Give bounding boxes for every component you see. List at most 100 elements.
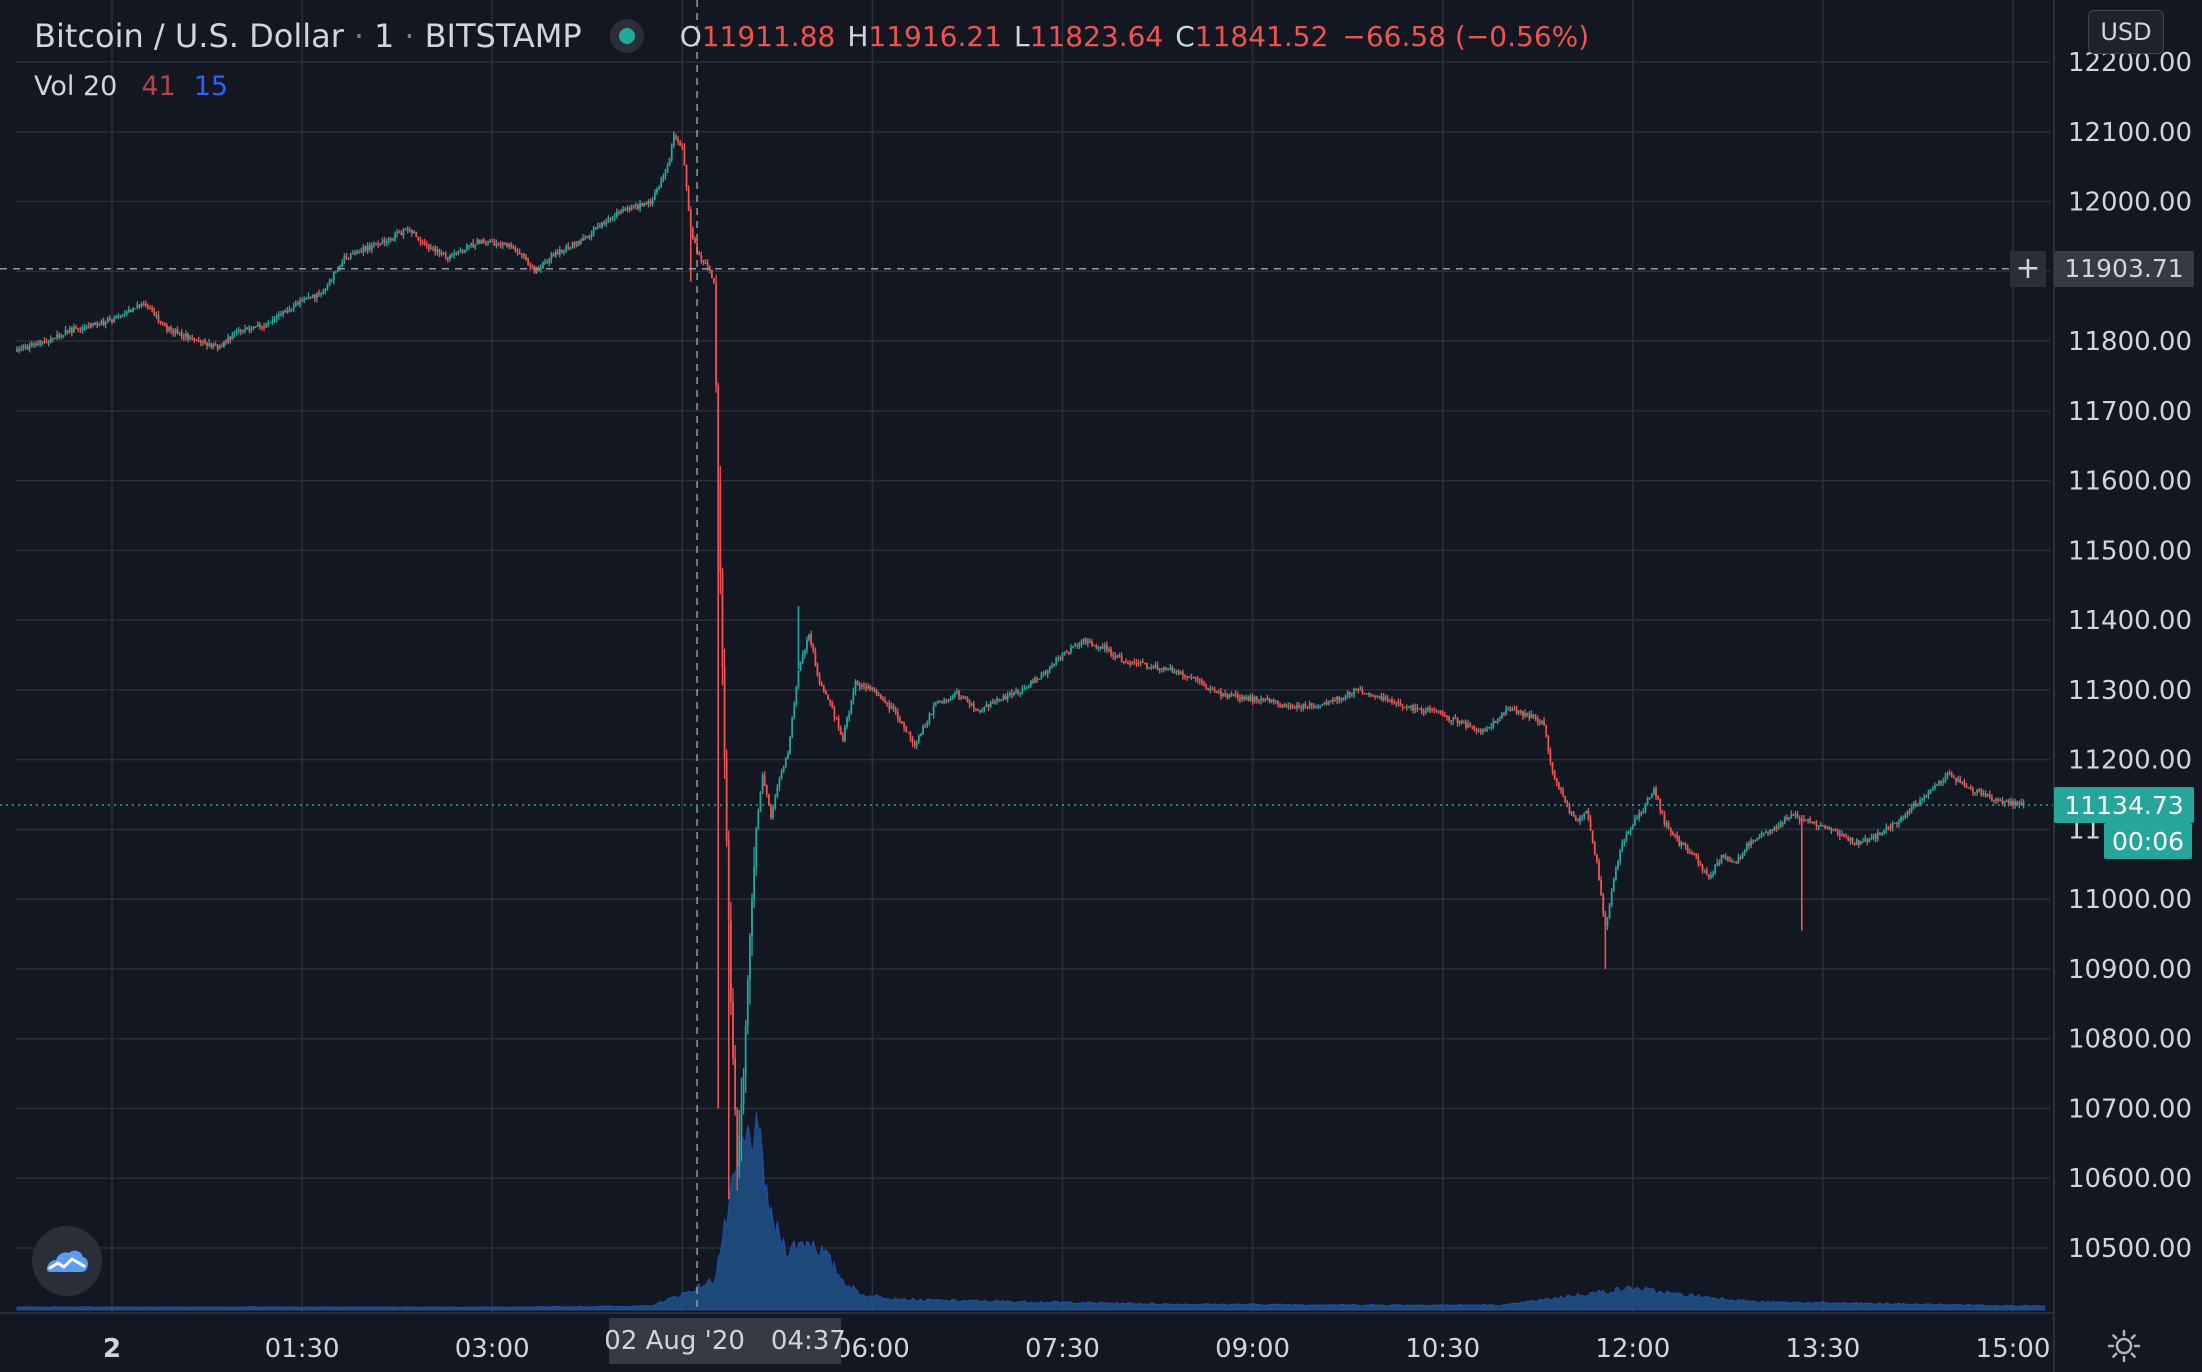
x-tick-label: 2 <box>103 1334 121 1364</box>
candle <box>478 239 481 245</box>
candle <box>476 237 479 245</box>
candle <box>1008 691 1011 698</box>
candle <box>710 269 713 279</box>
candle-body <box>1942 781 1945 783</box>
candle-body <box>1568 806 1571 813</box>
candle <box>415 231 418 238</box>
candle <box>1674 833 1676 839</box>
y-tick-label: 11300.00 <box>2068 676 2192 706</box>
candle <box>1522 710 1524 721</box>
symbol-legend[interactable]: Bitcoin / U.S. Dollar · 1 · BITSTAMP O 11… <box>34 12 1589 60</box>
y-tick-label: 11800.00 <box>2068 327 2192 357</box>
candle <box>1224 690 1227 697</box>
candle <box>810 630 813 648</box>
volume-value-b: 15 <box>193 70 229 102</box>
candle <box>1557 781 1560 791</box>
candle-body <box>1422 711 1425 713</box>
candle-body <box>1131 661 1134 664</box>
candle-body <box>1940 781 1943 783</box>
candle <box>850 699 853 715</box>
candle <box>1885 823 1888 834</box>
candle-body <box>1902 817 1905 819</box>
volume-legend[interactable]: Vol 20 41 15 <box>34 66 228 106</box>
candle <box>691 226 694 240</box>
candle-body <box>1152 667 1155 669</box>
candle-body <box>269 322 272 324</box>
candle-body <box>1585 810 1588 813</box>
candle-body <box>434 248 437 252</box>
candle <box>1898 818 1900 828</box>
exchange-label[interactable]: BITSTAMP <box>424 17 582 55</box>
candle <box>1334 697 1336 702</box>
interval-label[interactable]: 1 <box>374 17 395 55</box>
candle <box>1583 812 1586 821</box>
candle-body <box>930 714 933 716</box>
candle-body <box>1509 708 1512 711</box>
candle-body <box>702 260 705 263</box>
candle <box>748 933 751 1005</box>
candle <box>1465 719 1467 731</box>
candle <box>191 334 194 341</box>
tradingview-logo-icon[interactable] <box>32 1226 102 1296</box>
candle-body <box>1691 852 1693 854</box>
candle <box>144 300 147 308</box>
candle-body <box>299 300 301 305</box>
volume-label[interactable]: Vol 20 <box>34 70 118 102</box>
candle-body <box>1004 696 1007 700</box>
candle-body <box>482 239 485 243</box>
candle <box>472 238 475 248</box>
gear-icon[interactable] <box>2104 1326 2144 1366</box>
candle <box>1990 794 1993 802</box>
candle <box>328 278 331 287</box>
candle-body <box>413 232 415 234</box>
candle-body <box>370 245 373 250</box>
candle <box>708 265 711 274</box>
candle-body <box>972 704 975 710</box>
candle <box>493 238 496 247</box>
candle-body <box>1532 714 1535 718</box>
candle-body <box>121 315 124 317</box>
candle <box>402 227 405 239</box>
candle-body <box>1868 839 1871 842</box>
candle-body <box>1251 696 1254 702</box>
candle-body <box>1424 710 1427 713</box>
currency-button[interactable]: USD <box>2088 10 2164 54</box>
candle-body <box>503 242 506 244</box>
candle <box>1388 699 1391 703</box>
candle <box>1369 693 1372 698</box>
candle <box>1781 821 1784 828</box>
candle <box>265 322 268 329</box>
add-alert-plus-icon[interactable]: + <box>2010 250 2046 287</box>
candle <box>890 702 893 710</box>
candle-body <box>1086 641 1089 644</box>
candle-body <box>1864 838 1867 842</box>
candle-body <box>396 232 399 234</box>
candle-body <box>846 718 848 727</box>
candle-body <box>1729 859 1731 862</box>
candle-body <box>1154 665 1157 668</box>
candle-body <box>1929 789 1932 792</box>
candle <box>892 703 895 712</box>
candle-body <box>1963 781 1966 786</box>
symbol-name[interactable]: Bitcoin / U.S. Dollar <box>34 17 344 55</box>
market-status-icon[interactable] <box>609 19 644 53</box>
candle-body <box>1357 689 1360 691</box>
candle-body <box>945 699 948 702</box>
candle-body <box>755 828 758 867</box>
candle <box>1481 728 1484 735</box>
candle <box>877 691 880 697</box>
candle <box>1505 705 1507 716</box>
candle-body <box>1832 829 1835 832</box>
candle-body <box>324 289 327 292</box>
candle <box>1866 837 1869 846</box>
candle <box>75 324 77 330</box>
candle-body <box>1538 722 1541 725</box>
candle-body <box>108 318 111 320</box>
candle <box>18 346 20 354</box>
candle-body <box>1053 664 1055 667</box>
candle <box>193 337 196 343</box>
candle-body <box>1477 730 1480 732</box>
candle <box>1186 675 1189 681</box>
